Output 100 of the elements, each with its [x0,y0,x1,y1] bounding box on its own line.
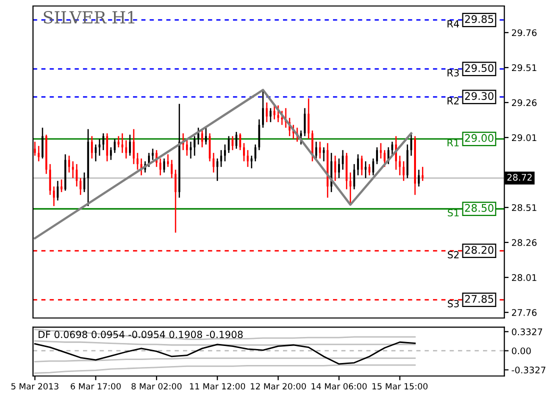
ref-line-label: S3 [448,300,459,308]
annotation: 28.50 [465,204,494,212]
candlestick [319,141,321,160]
y-tick-label: 27.76 [512,309,537,316]
x-tick-label: 8 Mar 02:00 [132,383,182,390]
y-tick-label: 29.76 [512,29,537,36]
annotation: 29.85 [465,15,494,24]
candlestick [163,158,166,174]
candlestick [273,104,276,120]
candlestick [380,142,382,160]
candlestick [235,131,238,150]
candlestick [254,144,256,162]
y-tick-label: 28.01 [512,274,536,281]
candlestick [34,141,36,156]
candlestick [384,149,386,168]
x-tick-label: 12 Mar 20:00 [250,383,306,390]
candlestick [136,152,138,170]
candlestick [308,98,310,140]
candlestick [250,155,253,169]
y-tick-label: 0.3327 [512,328,542,336]
candlestick [166,154,169,168]
candlestick [98,138,100,156]
candlestick [49,163,52,196]
candlestick [357,154,359,176]
x-tick-label: 11 Mar 12:00 [190,383,246,390]
candlestick [121,132,124,154]
y-tick-label: 28.26 [512,239,537,246]
candlestick [110,146,112,161]
line-series [34,364,416,374]
ref-line-label: R1 [448,139,459,146]
y-tick-label: 0.00 [512,347,531,354]
x-tick-label: 15 Mar 15:00 [372,383,428,390]
candlestick [277,104,280,123]
candlestick [232,135,234,151]
candlestick [334,155,336,182]
x-tick-label: 5 Mar 2013 [11,383,58,390]
annotation: 29.00 [465,134,494,142]
candlestick [300,130,302,146]
ref-line-label: R3 [448,69,459,76]
candlestick [338,158,340,179]
candlestick [398,155,401,176]
candlestick [174,169,176,234]
candlestick [281,110,283,126]
candlestick [197,127,200,146]
y-tick-label: 29.01 [512,134,536,142]
candlestick [186,138,188,156]
y-tick-label: 28.51 [512,204,536,212]
annotation: 27.85 [465,294,494,303]
candlestick [422,166,424,182]
candlestick [52,186,55,207]
candlestick [128,134,131,156]
candlestick [418,169,420,188]
candlestick [212,152,215,174]
candlestick [90,135,93,160]
annotation: 29.30 [465,92,494,100]
annotation: DF 0.0698 0.0954 -0.0954 0.1908 -0.1908 [38,330,243,338]
candlestick [414,135,416,196]
candlestick [243,142,245,162]
candlestick [106,132,108,162]
candlestick [239,132,242,151]
ref-line-label: S2 [448,251,459,258]
candlestick [60,178,62,193]
candlestick [42,127,44,160]
candlestick [402,160,405,182]
annotation: 28.20 [465,246,494,254]
chart-title: SILVER H1 [44,10,134,24]
annotation: 29.50 [465,64,494,72]
candlestick [205,127,207,146]
y-tick-label: 29.26 [512,99,537,106]
candlestick [83,172,86,193]
line-series [34,88,412,240]
candlestick [315,141,318,160]
candlestick [360,155,363,176]
text: 28.72 [507,174,532,181]
candlestick [201,130,204,148]
x-tick-label: 14 Mar 06:00 [312,383,367,390]
y-tick-label: 29.51 [512,64,536,72]
candlestick [258,118,260,151]
candlestick [194,135,196,156]
candlestick [216,158,218,182]
y-tick-label: -0.3327 [512,366,546,374]
candlestick [220,149,222,168]
candlestick [102,132,104,151]
candlestick [118,135,120,148]
candlestick [311,130,314,162]
candlestick [72,160,74,179]
ref-line-label: R2 [448,97,459,104]
candlestick [68,155,70,174]
candlestick [364,160,367,179]
candlestick [80,177,82,196]
candlestick [125,140,128,160]
candlestick [224,144,226,162]
line-series [34,328,416,340]
candlestick [159,158,162,176]
candlestick [270,108,272,123]
candlestick [262,89,264,128]
candlestick [349,172,352,204]
ref-line-label: R4 [448,20,460,28]
candlestick [368,163,370,176]
x-tick-label: 6 Mar 17:00 [70,383,121,390]
